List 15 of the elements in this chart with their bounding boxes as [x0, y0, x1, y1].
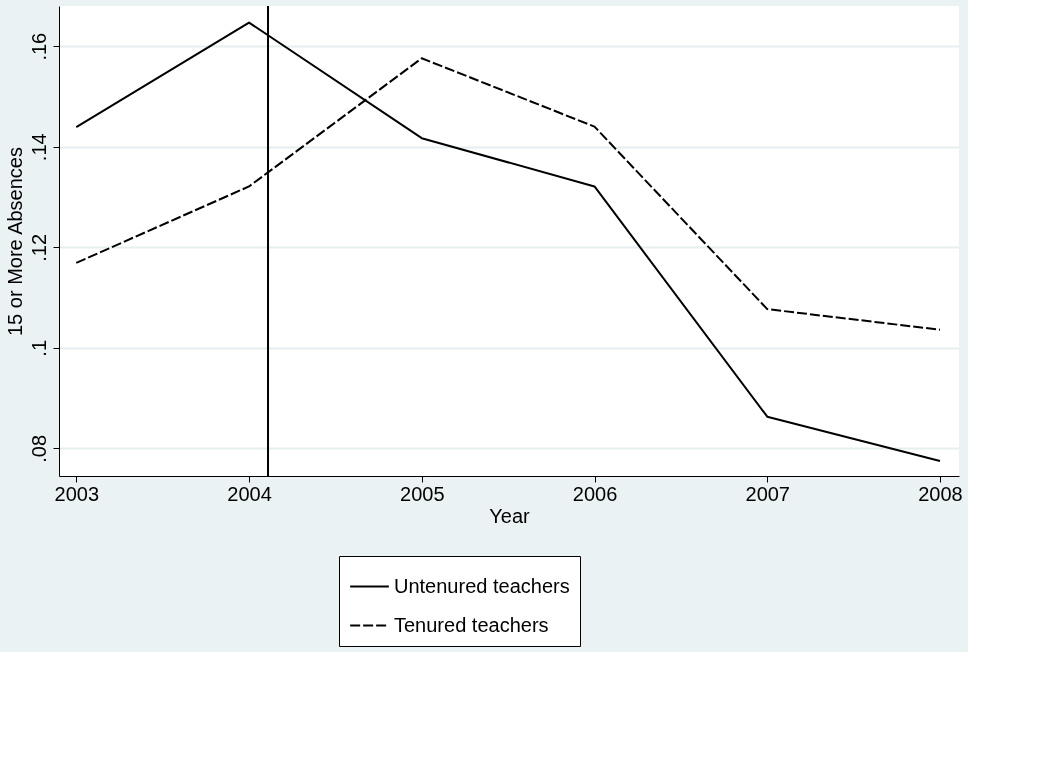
- y-tick-label: .14: [27, 133, 50, 162]
- legend-label: Untenured teachers: [394, 574, 570, 597]
- x-axis-title: Year: [489, 504, 531, 527]
- y-tick-label: .1: [27, 339, 50, 357]
- y-axis-title: 15 or More Absences: [3, 147, 26, 336]
- x-tick-label: 2005: [400, 482, 445, 505]
- y-tick-label: .16: [27, 32, 50, 61]
- x-tick-label: 2008: [918, 482, 963, 505]
- y-tick-label: .12: [27, 233, 50, 262]
- legend-label: Tenured teachers: [394, 613, 549, 636]
- x-tick-label: 2007: [745, 482, 790, 505]
- x-tick-label: 2006: [572, 482, 618, 505]
- x-tick-label: 2004: [227, 482, 272, 505]
- x-tick-label: 2003: [54, 482, 100, 505]
- y-tick-label: .08: [27, 434, 50, 463]
